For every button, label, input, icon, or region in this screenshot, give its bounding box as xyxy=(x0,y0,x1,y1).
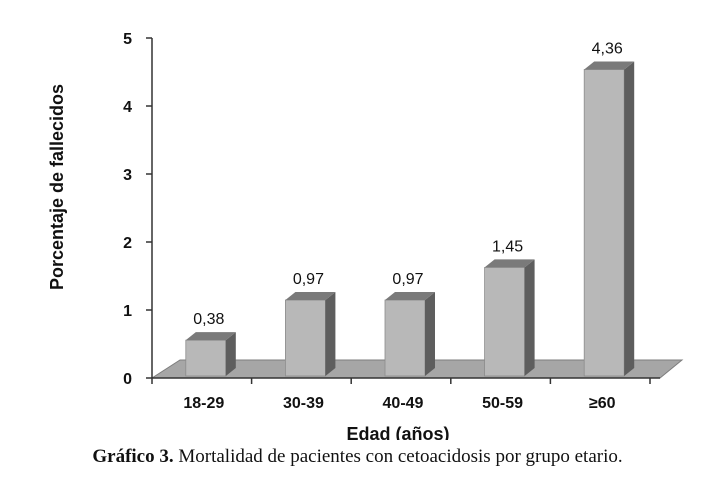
bar-side xyxy=(225,332,236,376)
bar-front xyxy=(384,299,426,377)
bar-top xyxy=(484,259,535,268)
x-tick-label: 30-39 xyxy=(283,395,324,412)
bar-side xyxy=(425,292,435,376)
y-tick-label: 4 xyxy=(123,99,132,116)
y-tick-label: 3 xyxy=(123,167,132,184)
y-tick-label: 2 xyxy=(123,235,132,252)
bar-value-label: 4,36 xyxy=(592,41,623,58)
bar-front xyxy=(284,299,326,377)
bar-front xyxy=(185,339,227,377)
bar-front xyxy=(583,69,625,377)
bar-front xyxy=(484,266,526,377)
bar-top xyxy=(584,61,635,70)
x-tick-label: 40-49 xyxy=(383,395,424,412)
bar-value-label: 0,97 xyxy=(392,271,423,288)
y-tick-label: 1 xyxy=(123,303,132,320)
y-axis-title: Porcentaje de fallecidos xyxy=(47,84,67,290)
bar-value-label: 0,38 xyxy=(193,311,224,328)
bar-value-label: 0,97 xyxy=(293,271,324,288)
caption-label: Gráfico 3. xyxy=(92,446,174,467)
bar-chart-svg: 0 1 2 3 4 5 0,38 18-29 0,97 30-39 0,97 40-49 1,45 50… xyxy=(47,31,684,444)
x-axis-title: Edad (años) xyxy=(346,424,449,440)
bar-top xyxy=(185,332,236,341)
x-tick-label: ≥60 xyxy=(589,395,616,412)
y-tick-label: 0 xyxy=(123,371,132,388)
caption-text: Mortalidad de pacientes con cetoacidosis… xyxy=(173,446,623,467)
bar-value-label: 1,45 xyxy=(492,238,523,255)
x-tick-label: 18-29 xyxy=(183,395,224,412)
bar-top xyxy=(385,292,435,301)
figure-caption: Gráfico 3. Mortalidad de pacientes con c… xyxy=(0,446,715,468)
bar-side xyxy=(624,61,635,377)
bar-top xyxy=(285,292,336,301)
bar-side xyxy=(325,292,336,376)
bar-side xyxy=(524,259,535,376)
x-tick-label: 50-59 xyxy=(482,395,523,412)
y-tick-label: 5 xyxy=(123,31,132,48)
